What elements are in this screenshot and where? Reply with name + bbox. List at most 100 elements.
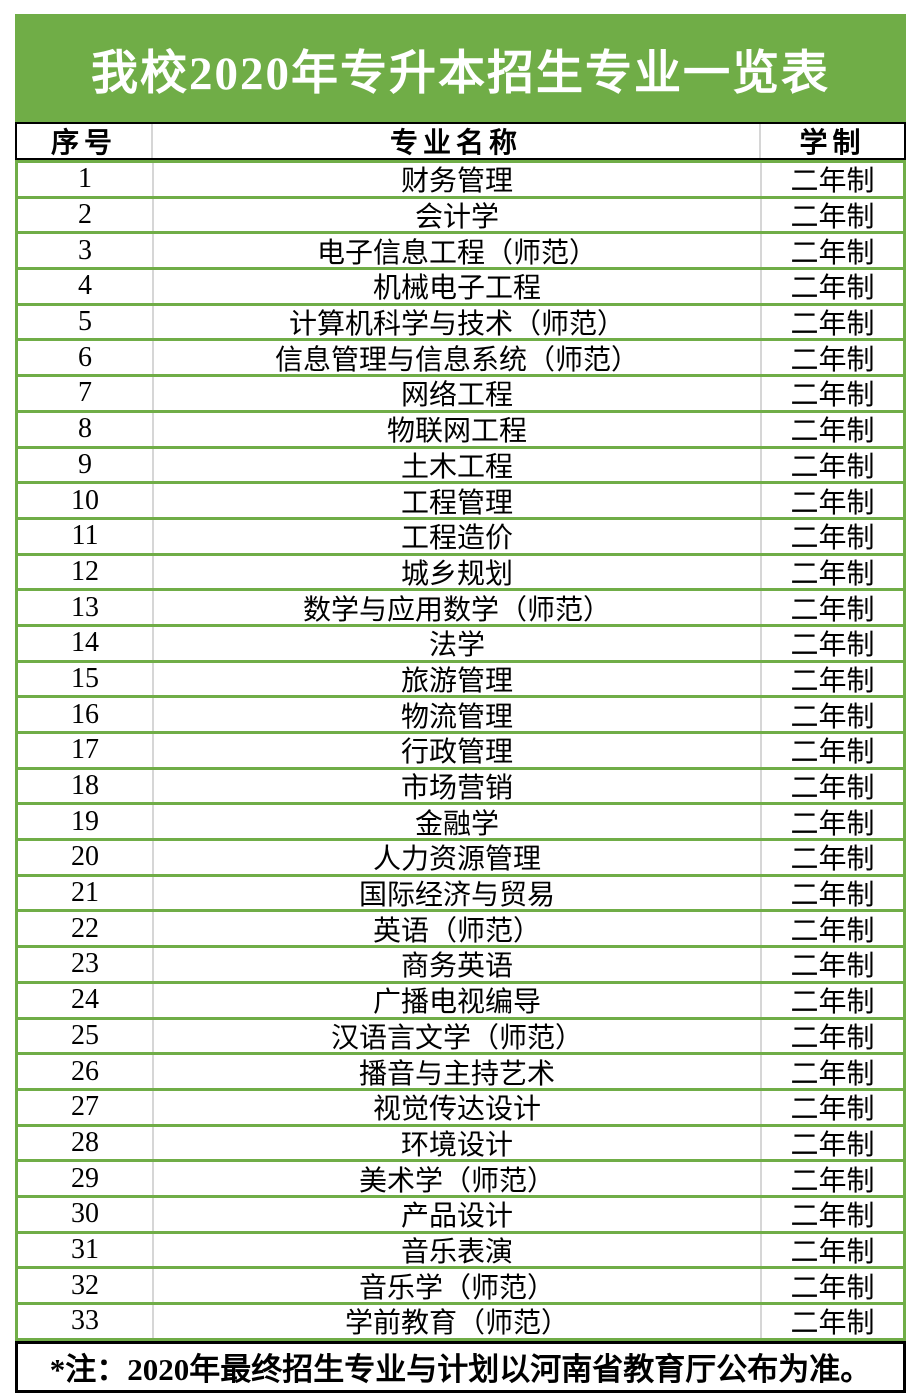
table-row: 14 法学 二年制 [15,626,906,663]
row-number-cell: 19 [71,805,99,837]
major-name-cell: 法学 [152,626,760,660]
row-number-cell: 24 [71,984,99,1016]
table-row: 7 网络工程 二年制 [15,377,906,413]
major-name-cell: 城乡规划 [152,555,760,589]
duration-cell: 二年制 [760,1233,903,1267]
major-name-cell: 广播电视编导 [152,983,760,1017]
row-number-cell: 27 [71,1091,99,1123]
page-title: 我校2020年专升本招生专业一览表 [91,47,830,100]
table-row: 17 行政管理 二年制 [15,734,906,770]
duration-cell: 二年制 [760,876,903,910]
major-name-cell: 旅游管理 [152,662,760,696]
major-name-cell: 信息管理与信息系统（师范） [152,341,760,375]
header-cell-duration: 学制 [759,124,904,158]
row-number-cell: 30 [71,1198,99,1230]
table-row: 20 人力资源管理 二年制 [15,841,906,877]
table-header-row: 序号 专业名称 学制 [15,122,906,160]
major-name-cell: 人力资源管理 [152,841,760,874]
major-name-cell: 汉语言文学（师范） [152,1019,760,1053]
duration-cell: 二年制 [760,1305,903,1338]
duration-cell: 二年制 [760,270,903,303]
table-row: 10 工程管理 二年制 [15,484,906,520]
table-row: 6 信息管理与信息系统（师范） 二年制 [15,341,906,378]
table-row: 1 财务管理 二年制 [15,163,906,199]
major-name-cell: 物流管理 [152,698,760,731]
table-row: 28 环境设计 二年制 [15,1126,906,1163]
table-row: 30 产品设计 二年制 [15,1197,906,1234]
row-number-cell: 31 [71,1233,99,1265]
table-row: 23 商务英语 二年制 [15,948,906,984]
row-number-cell: 25 [71,1019,99,1051]
duration-cell: 二年制 [760,163,903,196]
duration-cell: 二年制 [760,626,903,660]
major-name-cell: 播音与主持艺术 [152,1055,760,1088]
table-row: 18 市场营销 二年制 [15,769,906,806]
row-number-cell: 20 [71,841,99,873]
duration-cell: 二年制 [760,305,903,339]
major-name-cell: 物联网工程 [152,412,760,446]
row-number-cell: 15 [71,662,99,694]
duration-cell: 二年制 [760,555,903,589]
table-row: 32 音乐学（师范） 二年制 [15,1269,906,1305]
row-number-cell: 7 [78,377,92,409]
table-row: 5 计算机科学与技术（师范） 二年制 [15,305,906,342]
duration-cell: 二年制 [760,1197,903,1231]
table-row: 13 数学与应用数学（师范） 二年制 [15,591,906,627]
duration-cell: 二年制 [760,734,903,767]
major-name-cell: 计算机科学与技术（师范） [152,305,760,339]
major-name-cell: 商务英语 [152,948,760,981]
row-number-cell: 1 [78,163,92,195]
row-number-cell: 13 [71,591,99,623]
row-number-cell: 21 [71,877,99,909]
duration-cell: 二年制 [760,484,903,517]
duration-cell: 二年制 [760,1126,903,1160]
major-name-cell: 会计学 [152,198,760,232]
duration-cell: 二年制 [760,234,903,268]
major-name-cell: 美术学（师范） [152,1162,760,1195]
row-number-cell: 18 [71,770,99,802]
major-name-cell: 环境设计 [152,1126,760,1160]
row-number-cell: 3 [78,234,92,266]
major-name-cell: 工程管理 [152,484,760,517]
row-number-cell: 33 [71,1305,99,1337]
duration-cell: 二年制 [760,805,903,839]
table-row: 4 机械电子工程 二年制 [15,270,906,306]
major-name-cell: 数学与应用数学（师范） [152,591,760,624]
table-row: 33 学前教育（师范） 二年制 [15,1305,906,1341]
table-row: 16 物流管理 二年制 [15,698,906,734]
duration-cell: 二年制 [760,698,903,731]
row-number-cell: 6 [78,341,92,373]
major-name-cell: 金融学 [152,805,760,839]
table-row: 24 广播电视编导 二年制 [15,983,906,1020]
major-name-cell: 土木工程 [152,448,760,482]
footnote-box: *注：2020年最终招生专业与计划以河南省教育厅公布为准。 [15,1340,906,1393]
major-name-cell: 机械电子工程 [152,270,760,303]
row-number-cell: 11 [71,520,99,552]
header-cell-number: 序号 [50,128,117,158]
table-row: 8 物联网工程 二年制 [15,412,906,449]
duration-cell: 二年制 [760,1019,903,1053]
row-number-cell: 14 [71,627,99,659]
row-number-cell: 2 [78,199,92,231]
table-row: 31 音乐表演 二年制 [15,1233,906,1270]
footnote-text: *注：2020年最终招生专业与计划以河南省教育厅公布为准。 [49,1352,872,1388]
row-number-cell: 10 [71,484,99,516]
major-name-cell: 音乐学（师范） [152,1269,760,1302]
major-name-cell: 行政管理 [152,734,760,767]
duration-cell: 二年制 [760,912,903,946]
row-number-cell: 9 [78,448,92,480]
duration-cell: 二年制 [760,448,903,482]
major-name-cell: 国际经济与贸易 [152,876,760,910]
table-row: 19 金融学 二年制 [15,805,906,842]
table-row: 15 旅游管理 二年制 [15,662,906,699]
table-row: 29 美术学（师范） 二年制 [15,1162,906,1198]
row-number-cell: 28 [71,1126,99,1158]
row-number-cell: 32 [71,1269,99,1301]
row-number-cell: 8 [78,413,92,445]
duration-cell: 二年制 [760,591,903,624]
table-row: 21 国际经济与贸易 二年制 [15,876,906,913]
table-title-banner: 我校2020年专升本招生专业一览表 [15,14,906,122]
major-name-cell: 电子信息工程（师范） [152,234,760,268]
major-name-cell: 市场营销 [152,769,760,803]
